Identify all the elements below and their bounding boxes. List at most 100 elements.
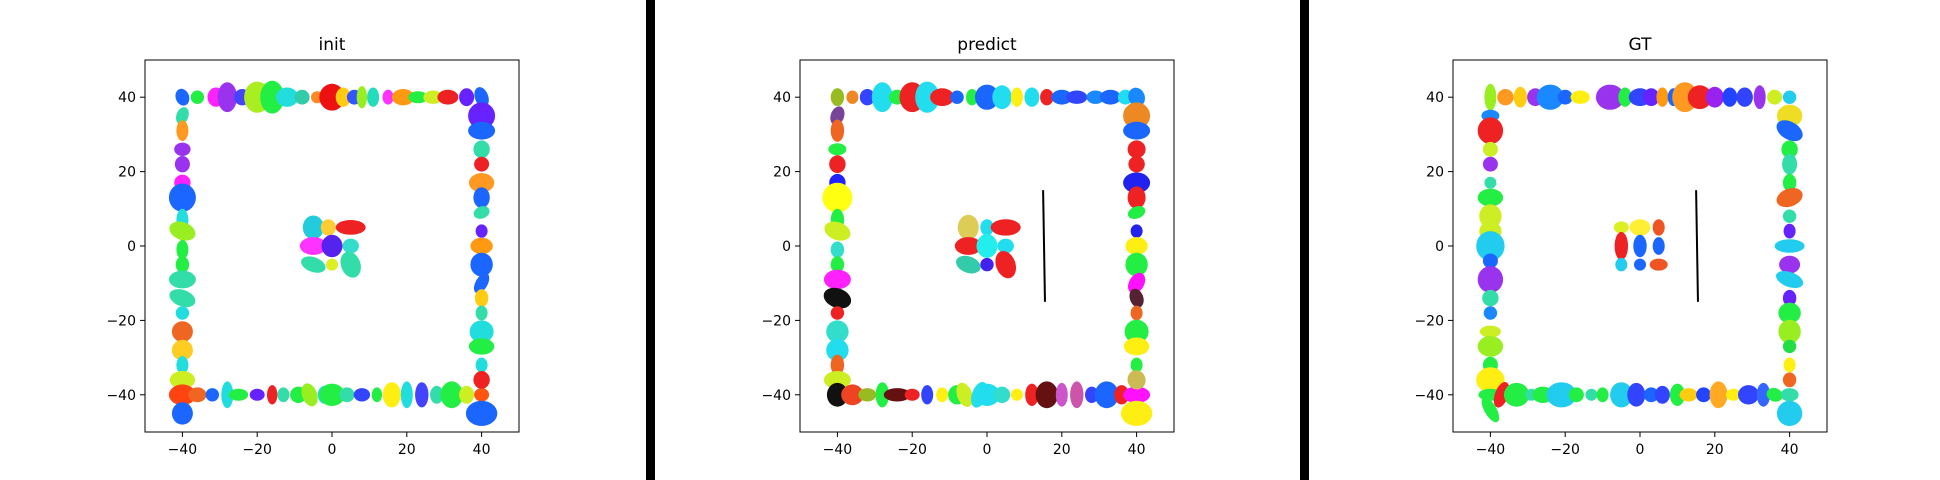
ellipse-mark [1085,386,1099,403]
ellipse-mark [1120,400,1153,426]
ellipse-mark [175,107,189,125]
y-tick-label: −40 [106,388,136,404]
ellipse-mark [468,121,496,140]
ellipse-mark [1010,87,1023,107]
x-tick-label: 40 [1781,442,1799,458]
ellipse-mark [823,269,851,290]
ellipse-mark [936,387,949,403]
x-tick-label: 20 [1053,442,1071,458]
ellipse-mark [190,90,205,104]
ellipse-mark [841,384,864,406]
ellipse-mark [469,320,494,343]
y-tick-label: −20 [1414,313,1444,329]
ellipse-mark [828,143,847,156]
ellipse-mark [1130,357,1143,373]
ellipse-mark [1778,302,1801,324]
ellipse-mark [1643,88,1660,107]
ellipse-mark [930,88,955,107]
ellipse-mark [168,183,196,212]
ellipse-mark [1705,86,1724,108]
chart-panel-init: init −40 −20 0 20 40 −40 −20 0 20 40 [106,35,520,458]
plot-area [168,80,498,426]
ellipse-mark [353,388,371,402]
y-tick-label: 0 [1435,239,1444,255]
ellipse-mark [1722,87,1738,107]
ellipse-mark [1629,219,1651,236]
ellipse-mark [1130,224,1143,238]
ellipse-mark [335,87,351,107]
ellipse-mark [883,388,911,402]
ellipse-mark [382,382,401,408]
ellipse-mark [1774,239,1805,253]
ellipse-mark [1513,86,1528,108]
ellipse-mark [1595,84,1625,110]
ellipse-mark [465,400,498,426]
ellipse-mark [319,383,345,406]
ellipse-mark [1128,272,1146,294]
y-tick-label: 0 [127,239,136,255]
ellipse-mark [1482,141,1498,157]
ellipse-mark [974,383,1000,406]
axis-ticks: −40 −20 0 20 40 −40 −20 0 20 40 [761,90,1145,458]
ellipse-mark [277,387,290,403]
ellipse-mark [474,156,490,172]
ellipse-mark [474,388,490,402]
ellipse-mark [858,388,877,402]
ellipse-mark [1679,388,1698,402]
x-tick-label: 40 [473,442,491,458]
ellipse-mark [830,119,845,142]
axis-ticks: −40 −20 0 20 40 −40 −20 0 20 40 [1414,90,1798,458]
ellipse-mark [326,258,338,271]
ellipse-mark [321,234,343,258]
x-tick-label: −40 [823,442,853,458]
ellipse-mark [415,382,429,408]
ellipse-mark [1643,387,1659,403]
ellipse-mark [1596,387,1609,403]
ellipse-mark [1129,288,1144,308]
ellipse-mark [1130,305,1143,321]
ellipse-mark [301,383,318,407]
ellipse-mark [1099,89,1121,105]
ellipse-mark [1652,237,1665,255]
ellipse-mark [995,250,1017,279]
ellipse-mark [169,289,196,308]
ellipse-mark [956,382,973,407]
ellipse-mark [976,234,998,258]
ellipse-mark [473,206,490,219]
ellipse-mark [391,89,415,106]
ellipse-mark [339,387,355,403]
ellipse-mark [1125,237,1148,255]
ellipse-mark [875,382,889,408]
ellipse-mark [1782,209,1797,223]
y-tick-label: 40 [773,90,791,106]
ellipse-mark [1066,90,1088,104]
ellipse-mark [1570,90,1590,104]
x-tick-label: 0 [1636,442,1645,458]
panel-separator [1300,0,1309,480]
ellipse-mark [1782,173,1797,192]
ellipse-mark [1051,89,1073,105]
ellipse-mark [830,106,845,126]
ellipse-mark [294,89,310,105]
panel-separator [646,0,655,480]
ellipse-mark [957,214,979,240]
ellipse-mark [1123,337,1150,356]
ellipse-mark [1687,85,1712,110]
ellipse-mark [1481,397,1500,423]
ellipse-mark [175,256,190,273]
x-tick-label: 40 [1128,442,1146,458]
ellipse-mark [459,88,475,107]
ellipse-mark [205,388,219,402]
ellipse-mark [1779,255,1801,274]
ellipse-mark [871,82,893,113]
ellipse-mark [1615,257,1628,272]
ellipse-mark [904,388,920,401]
ellipse-mark [1123,172,1151,194]
ellipse-mark [1634,258,1646,271]
ellipse-mark [830,256,845,273]
y-tick-label: 20 [118,165,136,181]
ellipse-mark [1783,357,1796,373]
y-tick-label: 40 [118,90,136,106]
ellipse-mark [1633,234,1647,258]
ellipse-mark [335,220,366,235]
